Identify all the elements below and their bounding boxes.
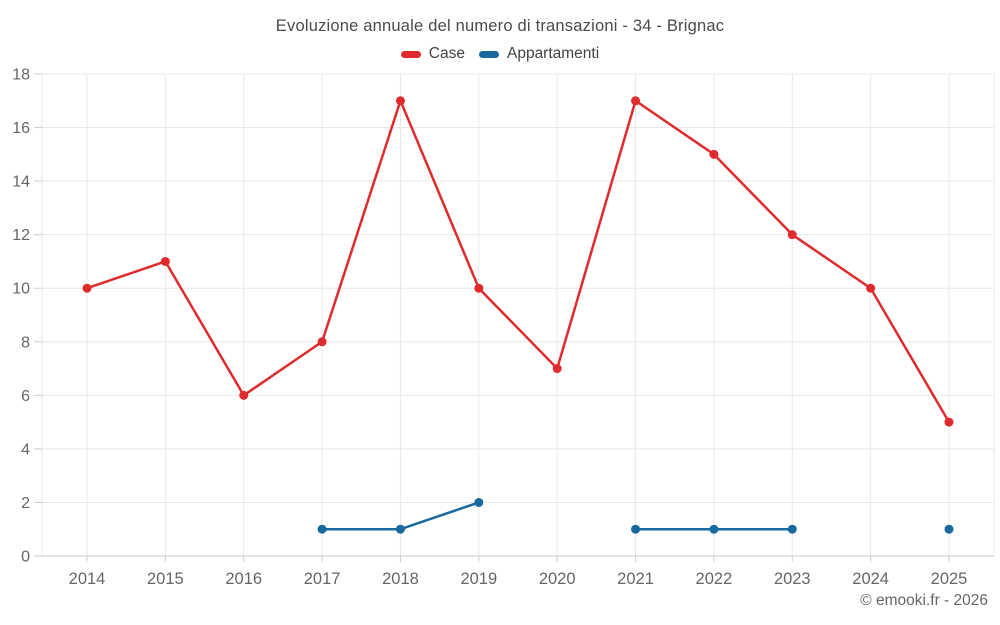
case-point-2024[interactable]: [866, 283, 876, 293]
case-series-line: [85, 99, 951, 424]
case-point-2025[interactable]: [944, 417, 954, 427]
case-point-2014[interactable]: [82, 283, 92, 293]
x-axis-label: 2020: [539, 570, 576, 588]
y-axis-label: 0: [21, 549, 30, 566]
chart-title: Evoluzione annuale del numero di transaz…: [275, 17, 725, 35]
y-axis-label: 8: [21, 334, 30, 351]
y-axis-label: 14: [12, 174, 30, 191]
appartamenti-point-2022[interactable]: [709, 524, 719, 534]
appartamenti-point-2025[interactable]: [944, 524, 954, 534]
appartamenti-point-2019[interactable]: [474, 497, 484, 507]
y-axis-label: 2: [21, 495, 30, 512]
x-axis-label: 2022: [696, 570, 733, 588]
x-axis-label: 2023: [774, 570, 811, 588]
y-axis-label: 12: [12, 227, 30, 244]
x-axis-label: 2024: [852, 570, 889, 588]
y-axis-label: 4: [21, 441, 30, 458]
case-point-2023[interactable]: [787, 230, 797, 240]
chart-legend: Case Appartamenti: [0, 45, 1000, 63]
x-axis-label: 2016: [225, 570, 262, 588]
appartamenti-point-2018[interactable]: [395, 524, 405, 534]
case-point-2020[interactable]: [552, 364, 562, 374]
case-point-2016[interactable]: [239, 390, 249, 400]
copyright-footer: © emooki.fr - 2026: [860, 592, 988, 609]
appartamenti-point-2017[interactable]: [317, 524, 327, 534]
appartamenti-series-swatch-icon: [478, 50, 499, 58]
legend-item-case[interactable]: Case: [400, 45, 465, 63]
case-point-2017[interactable]: [317, 337, 327, 347]
case-point-2022[interactable]: [709, 149, 719, 159]
case-point-2021[interactable]: [631, 96, 641, 106]
appartamenti-point-2021[interactable]: [631, 524, 641, 534]
x-axis-label: 2017: [304, 570, 341, 588]
case-point-2018[interactable]: [395, 96, 405, 106]
legend-label-appartamenti: Appartamenti: [506, 45, 600, 62]
y-axis-label: 16: [12, 120, 30, 137]
case-series-swatch-icon: [400, 50, 421, 58]
x-axis-label: 2025: [931, 570, 968, 588]
legend-item-appartamenti[interactable]: Appartamenti: [478, 45, 600, 63]
x-axis-label: 2014: [69, 570, 106, 588]
appartamenti-point-2023[interactable]: [787, 524, 797, 534]
y-axis-label: 6: [21, 388, 30, 405]
x-axis-label: 2019: [460, 570, 497, 588]
legend-label-case: Case: [428, 45, 465, 62]
y-axis-label: 10: [12, 281, 30, 298]
x-axis-label: 2018: [382, 570, 419, 588]
case-point-2019[interactable]: [474, 283, 484, 293]
x-axis-label: 2021: [617, 570, 654, 588]
x-axis-label: 2015: [147, 570, 184, 588]
y-axis-label: 18: [12, 67, 30, 84]
case-point-2015[interactable]: [160, 256, 170, 266]
